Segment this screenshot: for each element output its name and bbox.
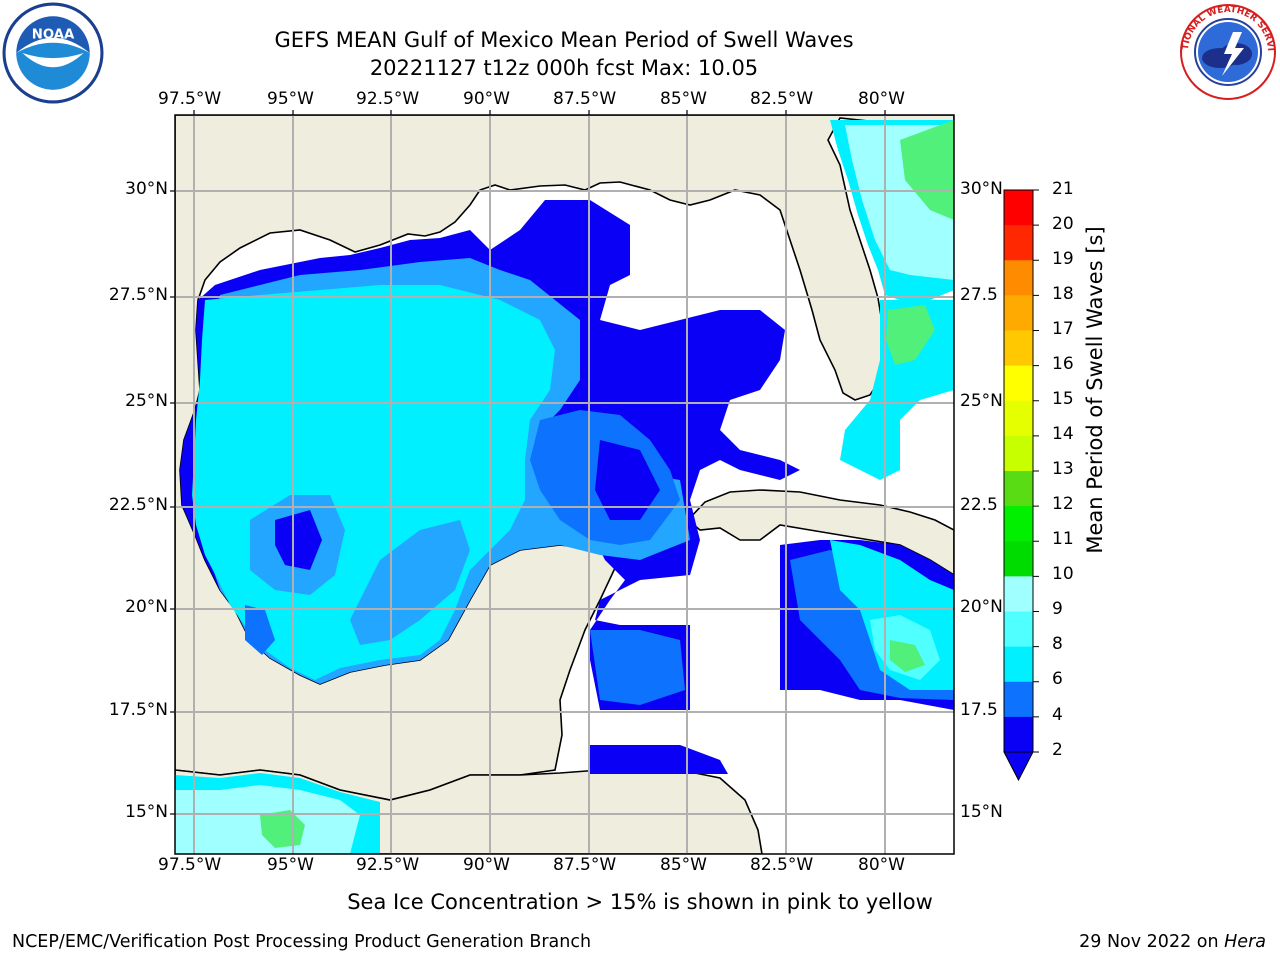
lat-tick-left: 25°N [125, 391, 168, 411]
colorbar-segment [1004, 576, 1033, 612]
map-frame [174, 114, 955, 855]
lat-tick-left: 27.5°N [108, 285, 168, 305]
lon-tick-top: 95°W [267, 89, 314, 109]
lon-tick-bottom: 80°W [858, 855, 905, 875]
colorbar-segment [1004, 611, 1033, 648]
colorbar-segment [1004, 330, 1033, 367]
colorbar-tick: 6 [1052, 669, 1063, 689]
footer-host: Hera [1224, 932, 1266, 952]
lat-tick-left: 30°N [125, 179, 168, 199]
lat-tick-right: 15°N [960, 802, 1003, 822]
colorbar-tick: 8 [1052, 634, 1063, 654]
footer-date: 29 Nov 2022 on Hera [1079, 932, 1266, 952]
lat-tick-right: 22.5 [960, 495, 998, 515]
noaa-logo: NOAA [2, 2, 104, 104]
colorbar-tick: 19 [1052, 249, 1074, 269]
colorbar-tick: 16 [1052, 354, 1074, 374]
colorbar-tick: 10 [1052, 564, 1074, 584]
colorbar-tick: 14 [1052, 424, 1074, 444]
colorbar-segment [1004, 681, 1033, 718]
nws-logo: NATIONAL WEATHER SERVICE [1178, 2, 1276, 100]
graticule [175, 115, 954, 854]
colorbar-tick: 2 [1052, 740, 1063, 760]
lon-tick-bottom: 90°W [463, 855, 510, 875]
lat-tick-left: 15°N [125, 802, 168, 822]
colorbar-segment [1004, 365, 1033, 402]
footer-date-text: 29 Nov 2022 on [1079, 932, 1225, 952]
colorbar-segment [1004, 716, 1033, 753]
colorbar-tick: 4 [1052, 705, 1063, 725]
colorbar-tick: 11 [1052, 529, 1074, 549]
lon-tick-bottom: 82.5°W [750, 855, 814, 875]
lon-tick-bottom: 92.5°W [356, 855, 420, 875]
colorbar-segment [1004, 400, 1033, 437]
lon-tick-bottom: 95°W [267, 855, 314, 875]
lon-tick-bottom: 87.5°W [553, 855, 617, 875]
colorbar-tick: 21 [1052, 179, 1074, 199]
colorbar-tick: 12 [1052, 494, 1074, 514]
colorbar-tick: 15 [1052, 389, 1074, 409]
lon-tick-top: 80°W [858, 89, 905, 109]
lon-tick-top: 97.5°W [158, 89, 222, 109]
colorbar-segment [1004, 646, 1033, 683]
lat-tick-right: 17.5 [960, 700, 998, 720]
lat-tick-right: 20°N [960, 597, 1003, 617]
lon-tick-bottom: 85°W [660, 855, 707, 875]
colorbar-tick: 17 [1052, 319, 1074, 339]
plot-title-line-1: GEFS MEAN Gulf of Mexico Mean Period of … [274, 28, 854, 52]
lon-tick-top: 92.5°W [356, 89, 420, 109]
colorbar [1003, 189, 1039, 782]
colorbar-segment [1004, 190, 1033, 226]
lat-tick-right: 27.5 [960, 285, 998, 305]
colorbar-segment [1004, 295, 1033, 331]
footer-credit: NCEP/EMC/Verification Post Processing Pr… [12, 932, 592, 952]
colorbar-segment [1004, 260, 1033, 296]
lon-tick-top: 87.5°W [553, 89, 617, 109]
land-north-america [175, 115, 954, 801]
colorbar-tick: 9 [1052, 599, 1063, 619]
colorbar-segment [1004, 435, 1033, 472]
colorbar-segment [1004, 506, 1033, 542]
lon-tick-top: 90°W [463, 89, 510, 109]
sea-ice-note: Sea Ice Concentration > 15% is shown in … [347, 890, 933, 914]
lat-tick-left: 22.5°N [108, 495, 168, 515]
colorbar-tick: 20 [1052, 214, 1074, 234]
lon-tick-top: 85°W [660, 89, 707, 109]
lat-tick-right: 25°N [960, 391, 1003, 411]
colorbar-title: Mean Period of Swell Waves [s] [1083, 226, 1107, 554]
colorbar-segment [1004, 541, 1033, 577]
colorbar-tick: 13 [1052, 459, 1074, 479]
lon-tick-bottom: 97.5°W [158, 855, 222, 875]
svg-text:NOAA: NOAA [32, 28, 75, 43]
colorbar-under-arrow [1003, 751, 1034, 782]
colorbar-tick: 18 [1052, 284, 1074, 304]
colorbar-segment [1004, 225, 1033, 261]
lat-tick-right: 30°N [960, 179, 1003, 199]
plot-title-line-2: 20221127 t12z 000h fcst Max: 10.05 [369, 56, 759, 80]
lon-tick-top: 82.5°W [750, 89, 814, 109]
lat-tick-left: 20°N [125, 597, 168, 617]
colorbar-segment [1004, 471, 1033, 507]
lat-tick-left: 17.5°N [108, 700, 168, 720]
